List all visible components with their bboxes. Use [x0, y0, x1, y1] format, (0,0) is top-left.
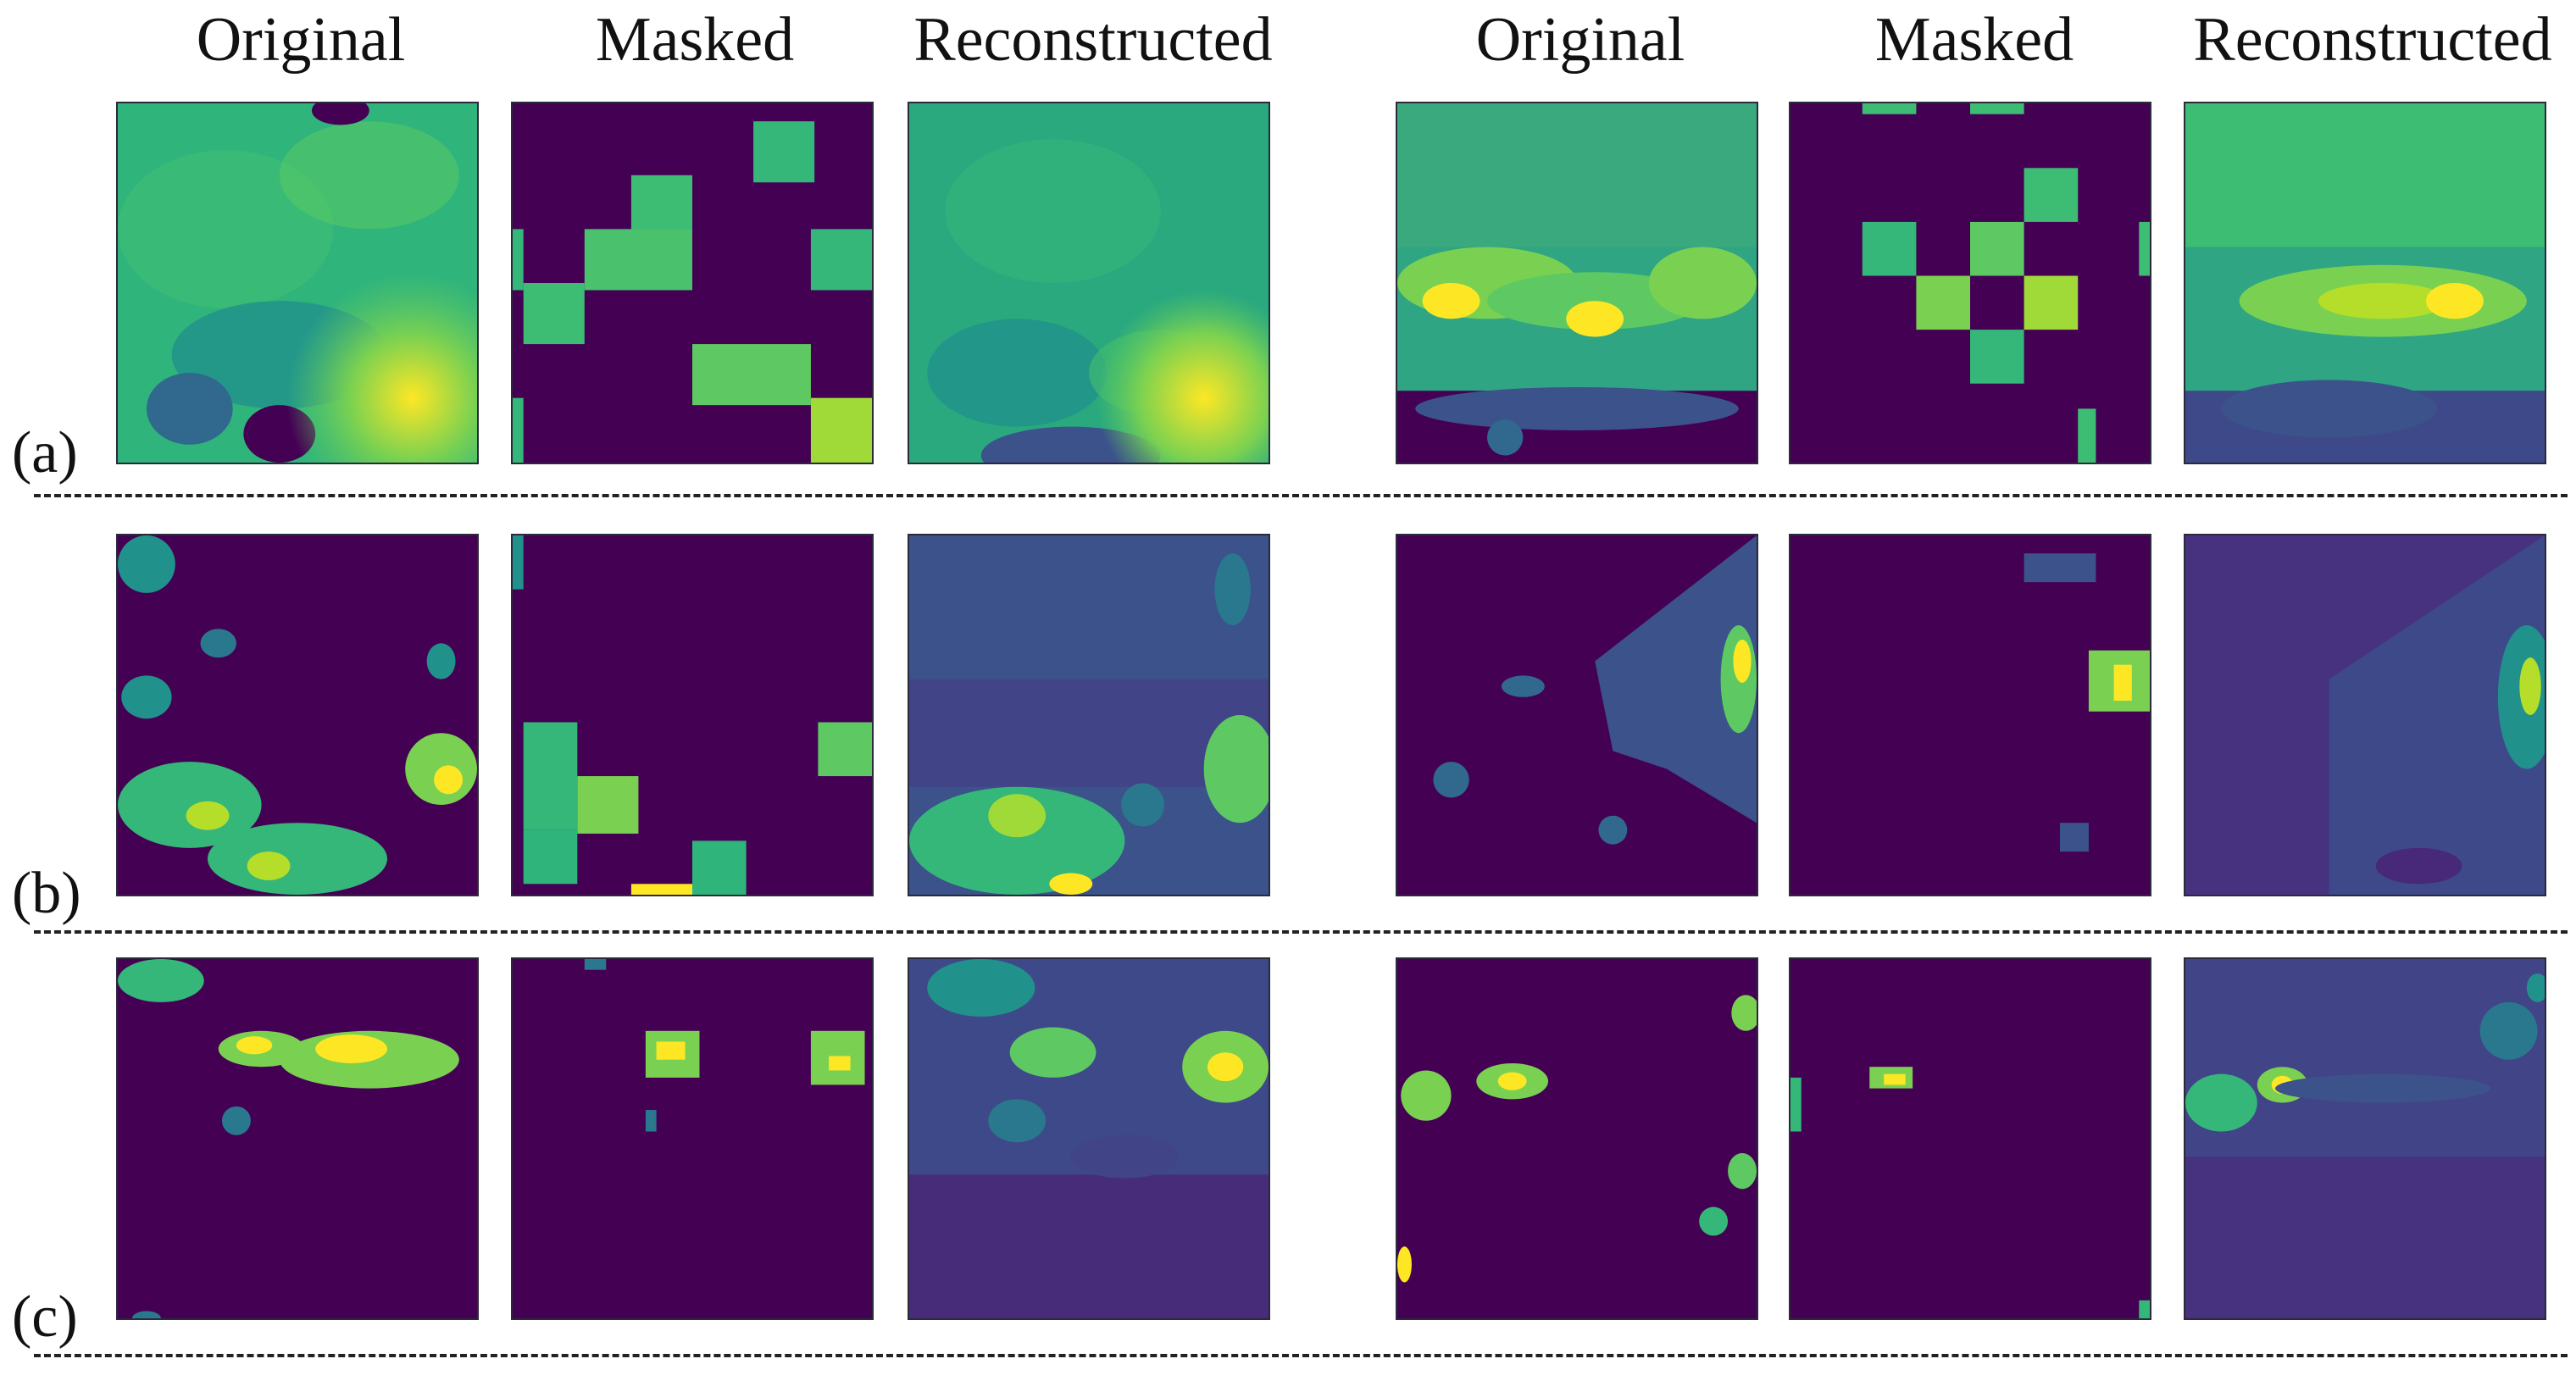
col-title-left-masked: Masked — [595, 5, 795, 75]
panel-a-right-masked — [1789, 102, 2151, 464]
panel-a-left-masked — [511, 102, 874, 464]
panel-b-left-masked — [511, 534, 874, 896]
panel-a-right-original — [1396, 102, 1758, 464]
row-label-b: (b) — [12, 861, 81, 926]
col-title-left-original: Original — [196, 5, 406, 75]
panel-c-left-original — [116, 957, 479, 1320]
col-title-left-reconstructed: Reconstructed — [913, 5, 1273, 75]
col-title-right-original: Original — [1475, 5, 1685, 75]
col-title-right-reconstructed: Reconstructed — [2193, 5, 2552, 75]
panel-a-left-original — [116, 102, 479, 464]
panel-b-right-original — [1396, 534, 1758, 896]
panel-b-right-masked — [1789, 534, 2151, 896]
row-divider-b — [34, 930, 2568, 934]
panel-b-right-reconstructed — [2184, 534, 2546, 896]
panel-c-right-original — [1396, 957, 1758, 1320]
panel-a-left-reconstructed — [908, 102, 1270, 464]
panel-c-right-masked — [1789, 957, 2151, 1320]
panel-a-right-reconstructed — [2184, 102, 2546, 464]
panel-c-left-masked — [511, 957, 874, 1320]
panel-c-right-reconstructed — [2184, 957, 2546, 1320]
panel-c-left-reconstructed — [908, 957, 1270, 1320]
row-divider-a — [34, 494, 2568, 497]
panel-b-left-original — [116, 534, 479, 896]
row-label-a: (a) — [12, 420, 78, 485]
row-divider-c — [34, 1354, 2568, 1357]
col-title-right-masked: Masked — [1874, 5, 2074, 75]
panel-b-left-reconstructed — [908, 534, 1270, 896]
row-label-c: (c) — [12, 1284, 78, 1350]
